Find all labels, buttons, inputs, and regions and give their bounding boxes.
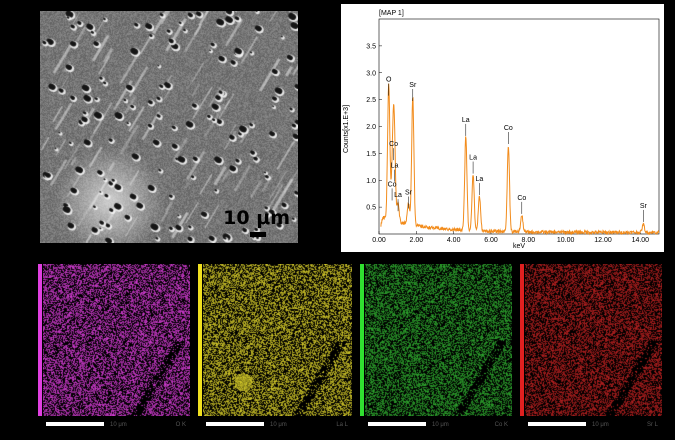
map-footer: 10 μm Co K [360, 416, 512, 430]
map-color-stripe [198, 264, 202, 416]
peak-label-la: La [394, 192, 402, 199]
map-scale-text: 10 μm [432, 422, 449, 428]
x-tick-label: 12.00 [594, 237, 612, 244]
map-scale-bar [528, 422, 586, 426]
peak-label-sr: Sr [409, 82, 417, 89]
x-tick-label: 4.00 [447, 237, 461, 244]
eds-spectrum-svg: [MAP 1] Counts[x1.E+3] keV 0.00 2.00 4.00 6… [343, 10, 660, 250]
x-axis-label: keV [513, 243, 525, 250]
map-texture [365, 264, 512, 416]
x-tick-label: 2.00 [410, 237, 424, 244]
map-element-label: O K [175, 422, 186, 428]
map-element-label: La L [336, 422, 348, 428]
y-tick-label: 1.0 [366, 178, 376, 185]
map-footer: 10 μm Sr L [520, 416, 662, 430]
peak-label-o: O [386, 77, 392, 84]
map-texture [43, 264, 190, 416]
map-texture [203, 264, 352, 416]
map-color-stripe [38, 264, 42, 416]
map-color-stripe [360, 264, 364, 416]
chart-title: [MAP 1] [379, 10, 404, 17]
sem-image: 10 μm [40, 11, 298, 243]
x-tick-label: 14.00 [632, 237, 650, 244]
map-scale-text: 10 μm [110, 422, 127, 428]
sem-scale-label: 10 μm [223, 207, 290, 229]
peak-label-sr: Sr [640, 203, 648, 210]
map-element-label: Co K [494, 422, 508, 428]
map-scale-bar [206, 422, 264, 426]
eds-map-cobalt: 10 μm Co K [360, 264, 512, 430]
map-scale-bar [46, 422, 104, 426]
y-axis-label: Counts[x1.E+3] [343, 105, 350, 153]
map-scale-text: 10 μm [270, 422, 287, 428]
peak-label-la: La [391, 163, 399, 170]
map-scale-bar [368, 422, 426, 426]
eds-map-lanthanum: 10 μm La L [198, 264, 352, 430]
peak-label-sr: Sr [405, 190, 413, 197]
peak-label-la: La [462, 117, 470, 124]
y-tick-label: 3.0 [366, 70, 376, 77]
y-tick-label: 1.5 [366, 151, 376, 158]
y-tick-label: 3.5 [366, 43, 376, 50]
spectrum-line [380, 83, 660, 236]
y-tick-label: 0.5 [366, 205, 376, 212]
peak-label-la: La [476, 176, 484, 183]
peak-label-co: Co [389, 141, 398, 148]
x-tick-label: 6.00 [484, 237, 498, 244]
map-footer: 10 μm O K [38, 416, 190, 430]
eds-spectrum-chart: [MAP 1] Counts[x1.E+3] keV 0.00 2.00 4.00 6… [341, 4, 664, 252]
map-element-label: Sr L [646, 422, 658, 428]
peak-label-co: Co [388, 181, 397, 188]
x-tick-label: 10.00 [557, 237, 575, 244]
peak-label-co: Co [517, 195, 526, 202]
map-color-stripe [520, 264, 524, 416]
peak-label-la: La [469, 155, 477, 162]
eds-map-strontium: 10 μm Sr L [520, 264, 662, 430]
eds-map-oxygen: 10 μm O K [38, 264, 190, 430]
map-footer: 10 μm La L [198, 416, 352, 430]
sem-scale-bar [250, 232, 266, 237]
sem-micrograph [40, 11, 298, 243]
x-tick-label: 8.00 [522, 237, 536, 244]
map-texture [525, 264, 662, 416]
y-tick-label: 2.5 [366, 97, 376, 104]
peak-label-co: Co [504, 125, 513, 132]
y-tick-label: 2.0 [366, 124, 376, 131]
map-scale-text: 10 μm [592, 422, 609, 428]
x-tick-label: 0.00 [372, 237, 386, 244]
